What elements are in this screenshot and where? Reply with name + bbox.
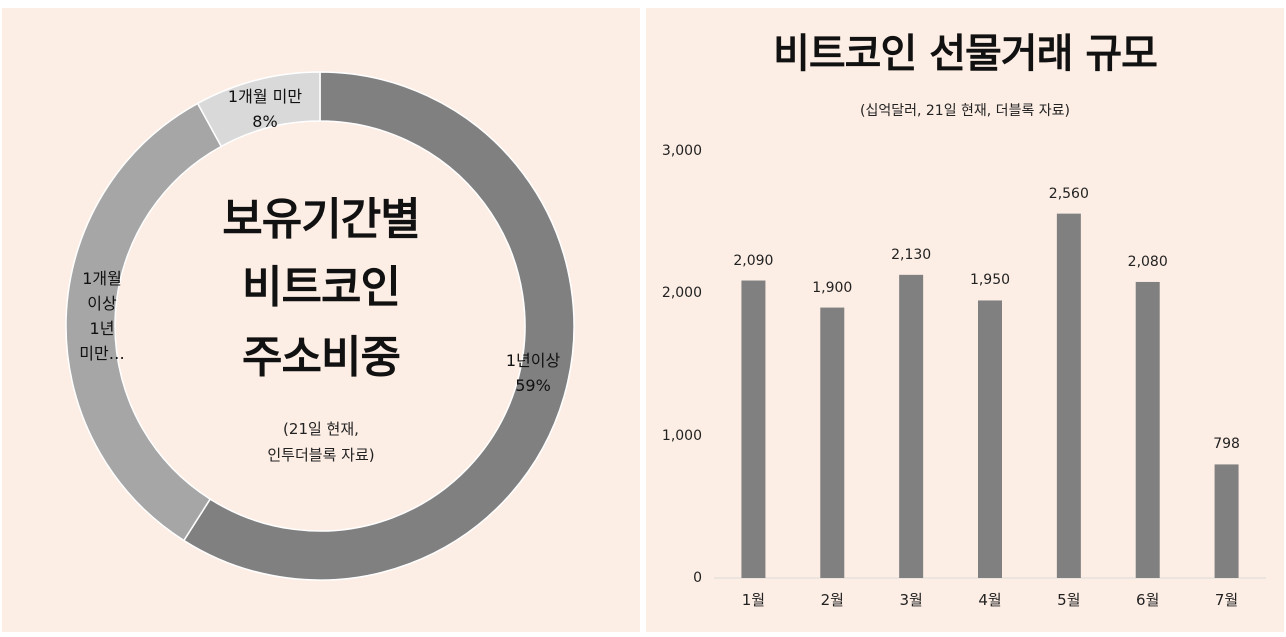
bar-value-label-6: 2,080 (1127, 253, 1168, 270)
slice-under-1month (196, 71, 321, 148)
x-tick-label-5: 5월 (1057, 591, 1081, 609)
bar-svg (714, 213, 1266, 579)
slice-label-1year-plus: 1년이상 59% (488, 348, 578, 398)
bar-1 (741, 280, 766, 578)
holding-period-donut-chart: 보유기간별 비트코인 주소비중 (21일 현재, 인투더블록 자료) 1년이상 … (2, 8, 640, 632)
donut-svg (65, 71, 575, 581)
x-tick-label-4: 4월 (978, 591, 1002, 609)
donut-note-line-1: (21일 현재, (283, 420, 359, 438)
bar-value-label-5: 2,560 (1048, 185, 1089, 202)
bar-2 (820, 307, 845, 578)
x-tick-label-7: 7월 (1214, 591, 1239, 609)
bar-value-label-3: 2,130 (891, 246, 932, 263)
y-tick-label-1: 0 (693, 570, 702, 586)
y-tick-label-4: 3,000 (661, 143, 702, 159)
slice-label-under-1month: 1개월 미만 8% (210, 84, 320, 134)
x-tick-label-2: 2월 (820, 591, 844, 609)
bar-7 (1214, 464, 1239, 578)
donut-title-line-2: 비트코인 (242, 262, 401, 313)
slice-label-under-1month-line-1: 1개월 미만 (227, 87, 303, 106)
bar-3 (899, 274, 924, 578)
slice-label-1year-plus-line-1: 1년이상 (505, 351, 561, 370)
slice-label-1month-1year-line-2: 이상 (87, 294, 117, 313)
y-tick-label-3: 2,000 (661, 285, 702, 302)
slice-label-1month-1year: 1개월 이상 1년 미만… (62, 266, 142, 366)
y-tick-label-2: 1,000 (661, 427, 702, 444)
x-tick-label-6: 6월 (1136, 591, 1160, 609)
slice-label-1month-1year-line-4: 미만… (79, 344, 125, 363)
x-tick-label-3: 3월 (899, 591, 923, 609)
bar-value-label-2: 1,900 (812, 279, 853, 296)
slice-label-1month-1year-line-1: 1개월 (82, 269, 122, 288)
x-tick-label-1: 1월 (741, 591, 766, 609)
bar-chart-title: 비트코인 선물거래 규모 (773, 31, 1158, 77)
slice-label-1year-plus-line-2: 59% (515, 376, 551, 395)
slice-label-1month-1year-line-3: 1년 (89, 319, 115, 338)
bar-4 (978, 300, 1002, 578)
donut-title-line-3: 주소비중 (242, 332, 401, 383)
slice-label-under-1month-line-2: 8% (252, 112, 278, 131)
bar-chart-subtitle: (십억달러, 21일 현재, 더블록 자료) (860, 103, 1070, 119)
donut-note-line-2: 인투더블록 자료) (267, 446, 375, 464)
donut-title-line-1: 보유기간별 (222, 194, 420, 245)
bar-value-label-7: 798 (1213, 436, 1240, 453)
futures-volume-bar-chart: 비트코인 선물거래 규모 (십억달러, 21일 현재, 더블록 자료) 0 1,0… (646, 8, 1284, 632)
bar-6 (1135, 281, 1160, 578)
slice-1year-plus (182, 71, 575, 581)
bar-value-label-4: 1,950 (969, 272, 1011, 289)
bar-value-label-1: 2,090 (733, 252, 774, 269)
bar-5 (1056, 213, 1081, 579)
